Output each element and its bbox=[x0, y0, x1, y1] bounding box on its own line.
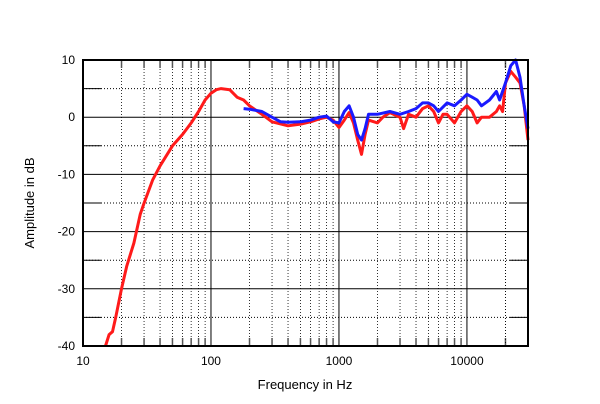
y-tick-label: -20 bbox=[58, 225, 76, 239]
y-tick-label: -40 bbox=[58, 339, 76, 353]
x-tick-labels: 10 100 1000 10000 bbox=[76, 354, 484, 368]
y-tick-labels: 10 0 -10 -20 -30 -40 bbox=[58, 53, 76, 353]
y-tick-label: -30 bbox=[58, 282, 76, 296]
y-axis-label: Amplitude in dB bbox=[22, 157, 37, 248]
x-tick-label: 10000 bbox=[450, 354, 484, 368]
x-tick-label: 1000 bbox=[326, 354, 353, 368]
series-line-blue bbox=[243, 58, 530, 142]
series-line-red bbox=[104, 69, 530, 347]
y-tick-label: 10 bbox=[62, 53, 76, 67]
x-tick-label: 10 bbox=[76, 354, 90, 368]
plot-frame bbox=[82, 59, 529, 347]
series-group bbox=[104, 58, 530, 347]
y-tick-label: -10 bbox=[58, 167, 76, 181]
x-tick-label: 100 bbox=[201, 354, 221, 368]
x-axis-label: Frequency in Hz bbox=[258, 377, 353, 392]
y-tick-label: 0 bbox=[68, 110, 75, 124]
grid bbox=[83, 60, 529, 346]
